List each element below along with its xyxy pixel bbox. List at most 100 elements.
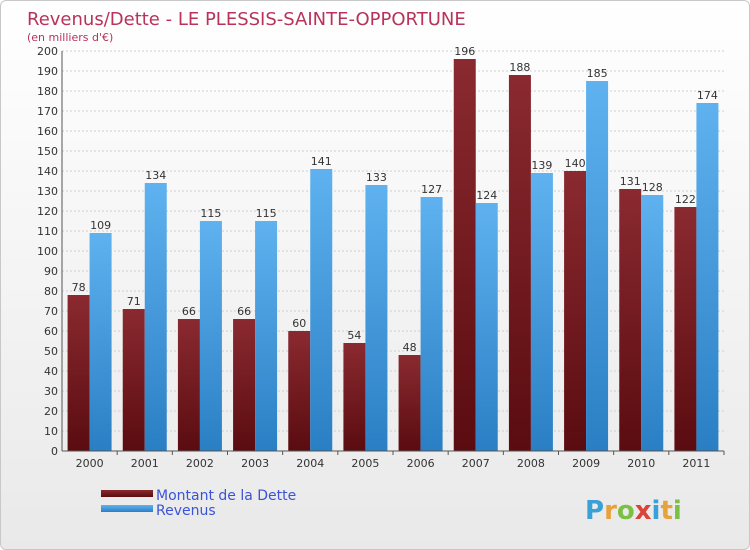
data-label: 188 <box>509 61 530 74</box>
logo-letter: t <box>660 496 672 526</box>
logo-letter: o <box>617 496 635 526</box>
y-tick-label: 200 <box>37 45 58 58</box>
data-label: 48 <box>403 341 417 354</box>
logo-letter: x <box>635 496 652 526</box>
y-tick-label: 180 <box>37 85 58 98</box>
y-tick-label: 140 <box>37 165 58 178</box>
x-tick-label: 2000 <box>76 457 104 470</box>
data-label: 134 <box>145 169 166 182</box>
y-tick-label: 190 <box>37 65 58 78</box>
bar-revenus <box>530 173 553 451</box>
data-label: 140 <box>565 157 586 170</box>
bar-revenus <box>310 169 333 451</box>
data-label: 128 <box>642 181 663 194</box>
y-tick-label: 40 <box>44 365 58 378</box>
y-tick-label: 130 <box>37 185 58 198</box>
y-tick-label: 150 <box>37 145 58 158</box>
chart-subtitle: (en milliers d'€) <box>27 31 113 44</box>
legend: Montant de la Dette Revenus <box>101 488 296 519</box>
y-tick-label: 80 <box>44 285 58 298</box>
bar-revenus <box>420 197 443 451</box>
bar-revenus <box>199 221 222 451</box>
logo-letter: P <box>585 496 604 526</box>
x-tick-label: 2001 <box>131 457 159 470</box>
data-label: 174 <box>697 89 718 102</box>
x-tick-label: 2005 <box>351 457 379 470</box>
data-label: 124 <box>476 189 497 202</box>
proxiti-logo: Proxiti <box>585 496 682 526</box>
data-label: 196 <box>454 45 475 58</box>
bar-dette <box>288 331 311 451</box>
bar-dette <box>233 319 256 451</box>
x-tick-label: 2006 <box>407 457 435 470</box>
logo-letter: i <box>673 496 682 526</box>
data-label: 66 <box>237 305 251 318</box>
logo-letter: r <box>604 496 617 526</box>
bar-revenus <box>586 81 609 451</box>
legend-swatch-dette <box>101 490 153 497</box>
y-tick-label: 160 <box>37 125 58 138</box>
data-label: 131 <box>620 175 641 188</box>
y-tick-label: 100 <box>37 245 58 258</box>
bar-revenus <box>641 195 664 451</box>
x-tick-label: 2007 <box>462 457 490 470</box>
x-tick-label: 2010 <box>627 457 655 470</box>
bar-dette <box>508 75 531 451</box>
data-label: 185 <box>587 67 608 80</box>
y-tick-label: 60 <box>44 325 58 338</box>
data-label: 66 <box>182 305 196 318</box>
data-label: 71 <box>127 295 141 308</box>
bar-dette <box>453 59 476 451</box>
legend-label-revenus: Revenus <box>156 503 216 519</box>
bar-revenus <box>89 233 112 451</box>
bar-revenus <box>255 221 278 451</box>
axes: 0 10 20 30 40 50 60 70 80 90 100 110 120 130 140 150 160… <box>37 45 725 470</box>
bar-dette <box>343 343 366 451</box>
bar-dette <box>67 295 90 451</box>
bar-dette <box>177 319 200 451</box>
data-label: 54 <box>347 329 361 342</box>
bar-revenus <box>475 203 498 451</box>
x-tick-label: 2003 <box>241 457 269 470</box>
x-tick-label: 2011 <box>682 457 710 470</box>
data-label: 122 <box>675 193 696 206</box>
y-tick-label: 50 <box>44 345 58 358</box>
x-tick-label: 2008 <box>517 457 545 470</box>
data-label: 60 <box>292 317 306 330</box>
y-tick-label: 20 <box>44 405 58 418</box>
data-label: 115 <box>200 207 221 220</box>
data-label: 141 <box>311 155 332 168</box>
value-labels: 78 109 71 134 66 115 66 115 60 141 54 133 48 127 196 12… <box>72 45 718 354</box>
data-label: 115 <box>256 207 277 220</box>
y-tick-label: 120 <box>37 205 58 218</box>
y-tick-label: 10 <box>44 425 58 438</box>
y-tick-label: 30 <box>44 385 58 398</box>
bar-dette <box>674 207 697 451</box>
data-label: 139 <box>531 159 552 172</box>
bar-dette <box>619 189 642 451</box>
bar-dette <box>564 171 587 451</box>
bar-dette <box>122 309 145 451</box>
y-tick-label: 90 <box>44 265 58 278</box>
data-label: 78 <box>72 281 86 294</box>
bar-revenus <box>365 185 388 451</box>
chart-title: Revenus/Dette - LE PLESSIS-SAINTE-OPPORT… <box>27 9 466 30</box>
data-label: 109 <box>90 219 111 232</box>
bars <box>67 59 719 451</box>
bar-revenus <box>696 103 719 451</box>
y-tick-label: 0 <box>51 445 58 458</box>
y-tick-label: 70 <box>44 305 58 318</box>
logo-letter: i <box>652 496 661 526</box>
data-label: 127 <box>421 183 442 196</box>
legend-label-dette: Montant de la Dette <box>156 488 296 504</box>
x-tick-label: 2004 <box>296 457 324 470</box>
bar-dette <box>398 355 421 451</box>
x-tick-label: 2002 <box>186 457 214 470</box>
x-tick-label: 2009 <box>572 457 600 470</box>
y-tick-label: 170 <box>37 105 58 118</box>
legend-swatch-revenus <box>101 505 153 512</box>
y-tick-label: 110 <box>37 225 58 238</box>
data-label: 133 <box>366 171 387 184</box>
